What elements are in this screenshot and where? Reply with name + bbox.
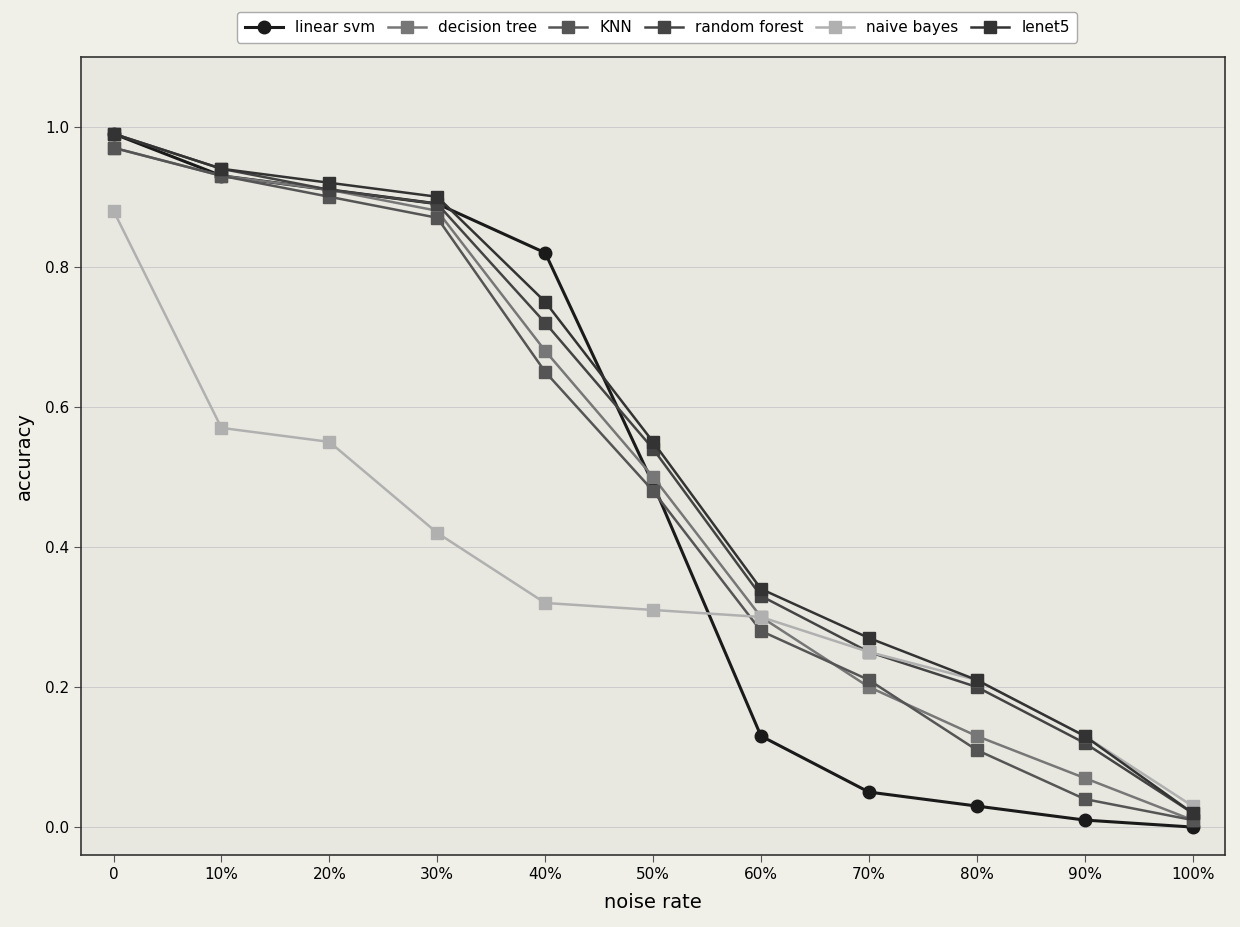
naive bayes — [754, 612, 769, 623]
naive bayes — [538, 597, 553, 608]
lenet5 — [646, 437, 661, 448]
KNN — [862, 675, 877, 686]
random forest — [1185, 807, 1200, 819]
random forest — [322, 184, 337, 196]
naive bayes — [1185, 801, 1200, 812]
Line: decision tree: decision tree — [108, 142, 1198, 826]
X-axis label: noise rate: noise rate — [604, 893, 702, 912]
Y-axis label: accuracy: accuracy — [15, 412, 33, 500]
KNN — [1078, 794, 1092, 805]
naive bayes — [430, 527, 445, 539]
linear svm — [970, 801, 985, 812]
random forest — [970, 681, 985, 692]
naive bayes — [970, 675, 985, 686]
random forest — [538, 317, 553, 328]
naive bayes — [1078, 730, 1092, 742]
decision tree — [754, 612, 769, 623]
decision tree — [862, 681, 877, 692]
decision tree — [646, 471, 661, 482]
Line: lenet5: lenet5 — [108, 128, 1198, 819]
lenet5 — [107, 128, 122, 139]
KNN — [1185, 815, 1200, 826]
KNN — [107, 142, 122, 153]
lenet5 — [1185, 807, 1200, 819]
linear svm — [754, 730, 769, 742]
linear svm — [322, 184, 337, 196]
Line: naive bayes: naive bayes — [108, 205, 1198, 812]
lenet5 — [754, 583, 769, 594]
random forest — [862, 646, 877, 657]
Legend: linear svm, decision tree, KNN, random forest, naive bayes, lenet5: linear svm, decision tree, KNN, random f… — [237, 12, 1078, 43]
Line: random forest: random forest — [108, 128, 1198, 819]
KNN — [970, 744, 985, 756]
linear svm — [1078, 815, 1092, 826]
naive bayes — [215, 423, 229, 434]
KNN — [754, 626, 769, 637]
lenet5 — [1078, 730, 1092, 742]
KNN — [538, 366, 553, 377]
decision tree — [1185, 815, 1200, 826]
linear svm — [862, 786, 877, 797]
random forest — [107, 128, 122, 139]
naive bayes — [107, 205, 122, 216]
naive bayes — [646, 604, 661, 616]
decision tree — [322, 184, 337, 196]
KNN — [322, 191, 337, 202]
decision tree — [430, 205, 445, 216]
decision tree — [970, 730, 985, 742]
naive bayes — [322, 437, 337, 448]
random forest — [1078, 738, 1092, 749]
random forest — [646, 443, 661, 454]
lenet5 — [215, 163, 229, 174]
lenet5 — [862, 632, 877, 643]
KNN — [215, 171, 229, 182]
Line: linear svm: linear svm — [108, 128, 1199, 833]
linear svm — [107, 128, 122, 139]
decision tree — [107, 142, 122, 153]
linear svm — [215, 171, 229, 182]
linear svm — [646, 478, 661, 489]
random forest — [430, 198, 445, 210]
lenet5 — [322, 177, 337, 188]
linear svm — [538, 248, 553, 259]
decision tree — [1078, 772, 1092, 783]
naive bayes — [862, 646, 877, 657]
lenet5 — [430, 191, 445, 202]
decision tree — [538, 345, 553, 356]
decision tree — [215, 171, 229, 182]
KNN — [646, 486, 661, 497]
linear svm — [430, 198, 445, 210]
lenet5 — [970, 675, 985, 686]
random forest — [754, 590, 769, 602]
random forest — [215, 163, 229, 174]
KNN — [430, 212, 445, 223]
Line: KNN: KNN — [108, 142, 1198, 826]
linear svm — [1185, 821, 1200, 832]
lenet5 — [538, 297, 553, 308]
